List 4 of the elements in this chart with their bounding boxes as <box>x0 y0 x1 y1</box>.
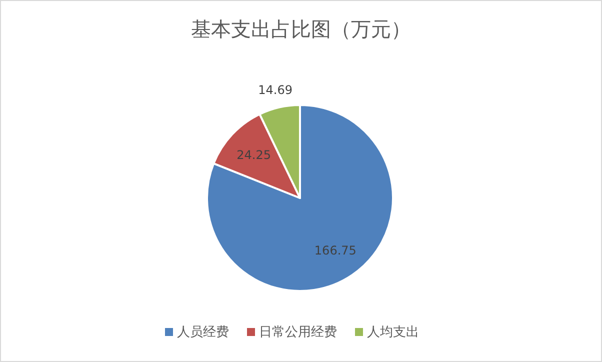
legend-label: 人员经费 <box>177 325 229 340</box>
legend-label: 日常公用经费 <box>259 325 337 340</box>
legend-label: 人均支出 <box>367 325 419 340</box>
title: 基本支出占比图（万元） <box>191 17 411 41</box>
